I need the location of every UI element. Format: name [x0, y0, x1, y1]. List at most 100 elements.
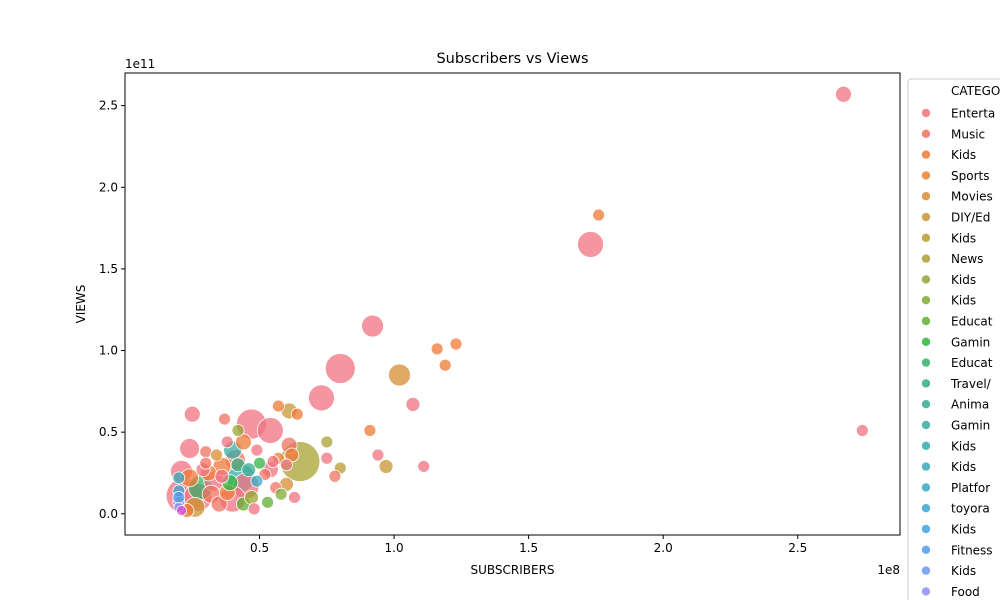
data-point-26: [183, 405, 201, 423]
data-point-61: [199, 456, 213, 470]
legend-marker: [921, 170, 931, 181]
data-point-75: [250, 474, 264, 488]
data-point-22: [290, 407, 304, 421]
legend-marker: [921, 440, 931, 451]
data-point-17: [328, 469, 342, 483]
data-point-72: [176, 505, 187, 516]
legend-label: News: [951, 252, 983, 266]
legend-marker: [921, 274, 931, 285]
y-tick-label: 1.5: [99, 262, 118, 276]
x-tick-label: 2.0: [654, 541, 673, 555]
data-point-0: [835, 85, 852, 103]
data-point-15: [417, 460, 431, 473]
data-point-27: [218, 412, 231, 426]
data-point-38: [253, 456, 266, 470]
y-axis-label: VIEWS: [74, 285, 88, 324]
data-point-34: [250, 443, 264, 457]
legend-marker: [921, 108, 931, 118]
data-point-67: [172, 471, 186, 485]
legend-title: CATEGO: [951, 84, 1000, 98]
legend-marker: [921, 378, 931, 389]
legend-label: Anima: [951, 398, 989, 412]
y-tick-label: 0.5: [99, 425, 118, 439]
data-point-29: [220, 435, 234, 449]
legend-label: Kids: [951, 439, 976, 453]
legend-marker: [921, 316, 931, 326]
legend-label: Sports: [951, 169, 989, 183]
x-axis-ticks: 0.5 1.0 1.5 2.0 2.5: [250, 535, 807, 555]
legend: CATEGO Enterta Music Kids Sports Movies …: [907, 78, 1000, 600]
legend-label: Kids: [951, 564, 976, 578]
legend-marker: [921, 565, 931, 576]
legend-marker: [921, 524, 931, 534]
legend-label: Kids: [951, 148, 976, 162]
legend-marker: [921, 212, 931, 222]
data-point-46: [261, 495, 275, 509]
data-point-2: [592, 208, 606, 222]
data-point-45: [274, 487, 288, 501]
data-point-81: [214, 468, 230, 484]
y-tick-label: 1.0: [99, 344, 118, 358]
data-point-23: [271, 399, 285, 413]
data-point-13: [371, 448, 385, 462]
legend-label: Food: [951, 585, 980, 599]
data-point-11: [405, 396, 421, 412]
plot-area: [125, 73, 900, 535]
data-point-18: [320, 435, 334, 449]
legend-marker: [921, 586, 931, 597]
legend-marker: [921, 420, 931, 430]
legend-label: Fitness: [951, 543, 993, 557]
data-points: [165, 85, 869, 518]
data-point-1: [855, 424, 869, 437]
data-point-28: [231, 424, 245, 437]
legend-label: Movies: [951, 190, 993, 204]
y-tick-label: 0.0: [99, 507, 118, 521]
data-point-4: [361, 314, 384, 338]
x-tick-label: 2.5: [788, 541, 807, 555]
data-point-39: [266, 455, 280, 468]
y-tick-label: 2.5: [99, 99, 118, 113]
data-point-5: [324, 353, 356, 384]
y-axis-ticks: 0.0 0.5 1.0 1.5 2.0 2.5: [99, 99, 125, 521]
data-point-78: [244, 490, 259, 505]
x-tick-label: 1.0: [385, 541, 404, 555]
data-point-8: [449, 337, 463, 351]
data-point-9: [430, 342, 444, 356]
data-point-48: [247, 502, 261, 516]
legend-box: [907, 78, 1000, 600]
legend-label: Kids: [951, 460, 976, 474]
data-point-47: [288, 491, 301, 504]
data-point-14: [378, 459, 394, 474]
legend-marker: [921, 191, 931, 201]
legend-marker: [921, 149, 931, 160]
x-tick-label: 1.5: [519, 541, 538, 555]
legend-label: Kids: [951, 523, 976, 537]
data-point-10: [438, 358, 452, 372]
x-offset-label: 1e8: [877, 563, 900, 577]
legend-label: Gamin: [951, 335, 990, 349]
legend-marker: [921, 336, 931, 347]
legend-label: Educat: [951, 356, 993, 370]
data-point-12: [363, 424, 377, 437]
legend-marker: [921, 399, 931, 410]
x-tick-label: 0.5: [250, 541, 269, 555]
legend-marker: [921, 461, 931, 472]
legend-marker: [921, 295, 931, 306]
y-tick-label: 2.0: [99, 180, 118, 194]
legend-marker: [921, 357, 931, 368]
legend-label: Educat: [951, 315, 993, 329]
legend-label: Gamin: [951, 419, 990, 433]
data-point-65: [210, 495, 228, 513]
legend-marker: [921, 544, 931, 555]
data-point-6: [308, 384, 335, 412]
legend-label: Kids: [951, 294, 976, 308]
legend-label: Kids: [951, 273, 976, 287]
y-offset-label: 1e11: [125, 57, 155, 71]
data-point-19: [320, 451, 334, 465]
data-point-31: [179, 438, 200, 459]
legend-marker: [921, 482, 931, 493]
legend-marker: [921, 233, 931, 243]
legend-label: toyora: [951, 502, 990, 516]
legend-label: Kids: [951, 231, 976, 245]
